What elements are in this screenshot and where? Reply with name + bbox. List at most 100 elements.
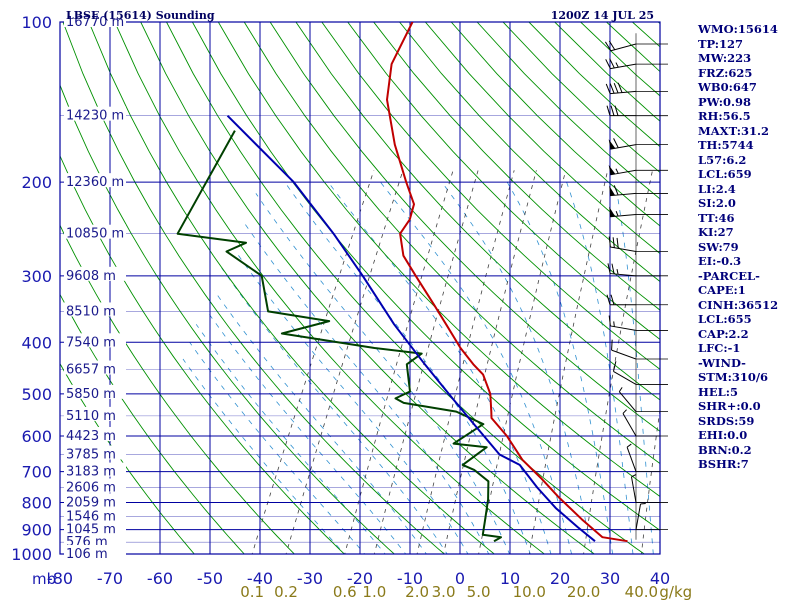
dry-adiabat (217, 22, 660, 497)
height-label: 9608 m (66, 269, 116, 284)
wind-full-barb (616, 237, 619, 249)
wind-barb (608, 315, 668, 331)
height-label-bg (64, 302, 126, 317)
wind-shaft (622, 413, 637, 437)
wind-shaft (635, 503, 642, 530)
wind-pennant (608, 139, 616, 150)
dry-adiabat (60, 154, 345, 554)
wind-shaft (610, 43, 637, 52)
height-label-bg (64, 360, 126, 375)
height-label: 14230 m (66, 109, 124, 124)
pressure-tick-label: 500 (21, 385, 52, 404)
dry-adiabat (60, 362, 195, 554)
wind-barb (609, 206, 668, 218)
temperature-tick-label: 30 (600, 569, 620, 588)
moist-adiabat (235, 251, 469, 554)
mixing-ratio-line (416, 170, 515, 554)
wind-full-barb (609, 58, 615, 69)
index-item: SI:2.0 (698, 196, 736, 210)
wind-full-barb (609, 83, 615, 94)
index-item: TH:5744 (698, 138, 754, 152)
index-item: BSHR:7 (698, 457, 749, 471)
index-item: STM:310/6 (698, 370, 769, 384)
height-label-bg (64, 462, 126, 477)
wind-barb (606, 294, 668, 306)
height-label-bg (64, 493, 126, 508)
dry-adiabats (60, 22, 660, 554)
mixing-ratio-line (251, 170, 375, 554)
index-item: EI:-0.3 (698, 254, 742, 268)
wind-shaft (611, 349, 637, 360)
pressure-tick-label: 300 (21, 267, 52, 286)
height-label-bg (64, 545, 126, 559)
height-label: 5850 m (66, 387, 116, 402)
mixing-ratio-label: 5.0 (467, 583, 491, 600)
index-item: CAPE:1 (698, 283, 746, 297)
dry-adiabat (399, 22, 660, 283)
temperature-tick-label: -50 (197, 569, 223, 588)
wind-full-barb (613, 185, 619, 196)
wind-barb (626, 443, 668, 472)
wind-full-barb (608, 40, 616, 50)
pressure-tick-label: 900 (21, 521, 52, 540)
temperature-tick-label: -10 (397, 569, 423, 588)
dry-adiabat (60, 224, 295, 554)
wind-half-barb (615, 210, 619, 217)
dry-adiabat (424, 22, 660, 255)
wind-barb (630, 474, 668, 503)
height-label-bg (64, 406, 126, 421)
mixing-ratio-label: 0.6 (333, 583, 357, 600)
wind-full-barb (611, 339, 613, 351)
height-label: 106 m (66, 547, 108, 562)
wind-barb (608, 236, 668, 252)
temperature-tick-label: 40 (650, 569, 670, 588)
index-item: -PARCEL- (698, 268, 760, 283)
height-label-bg (64, 520, 126, 535)
wind-full-barb (610, 294, 615, 305)
index-item: LI:2.4 (698, 181, 736, 196)
wind-barb (605, 58, 668, 70)
wind-half-barb (616, 269, 619, 275)
wind-half-barb (615, 62, 619, 68)
moist-adiabat (213, 290, 427, 554)
temperature-tick-label: 10 (500, 569, 520, 588)
height-label: 12360 m (66, 175, 124, 190)
moist-adiabat (255, 193, 510, 554)
height-label: 3183 m (66, 465, 116, 480)
mixing-ratio-label: 3.0 (432, 583, 456, 600)
mixing-ratio-line (528, 170, 609, 554)
wind-barb (605, 82, 668, 95)
mixing-ratio-label: 2.0 (405, 583, 429, 600)
height-label-bg (64, 333, 126, 348)
wind-full-barb (606, 294, 611, 305)
index-item: SW:79 (698, 239, 739, 254)
temperature-tick-label: 0 (455, 569, 465, 588)
wind-half-barb (618, 387, 623, 392)
index-item: SRDS:59 (698, 413, 755, 428)
pressure-tick-label: 800 (21, 493, 52, 512)
index-item: RH:56.5 (698, 109, 751, 123)
corner-unit-label: mb (32, 570, 56, 588)
wind-full-barb (605, 83, 611, 94)
wind-full-barb (608, 315, 611, 326)
index-item: L57:6.2 (698, 152, 747, 167)
wind-barbs (604, 33, 668, 540)
wind-full-barb (612, 237, 615, 248)
moist-adiabat (380, 181, 573, 554)
index-item: SHR+:0.0 (698, 399, 761, 413)
wind-shaft (626, 446, 637, 472)
moist-adiabat (327, 181, 552, 554)
index-item: FRZ:625 (698, 65, 753, 80)
wind-barb (604, 40, 668, 52)
index-item: EHI:0.0 (698, 428, 748, 442)
wind-full-barb (607, 263, 611, 274)
height-label: 4423 m (66, 429, 116, 444)
mixing-ratio-line (443, 170, 537, 554)
index-item: CINH:36512 (698, 297, 779, 312)
index-item: KI:27 (698, 225, 734, 239)
dry-adiabat (347, 22, 660, 340)
wind-barb (607, 263, 668, 277)
mixing-ratio-lines (251, 170, 660, 554)
